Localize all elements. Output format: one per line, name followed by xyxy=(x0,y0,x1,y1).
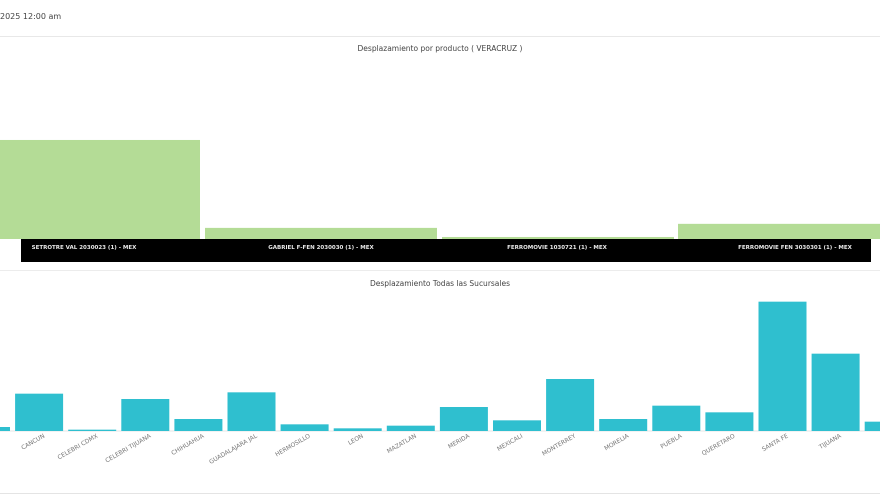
branch-bar xyxy=(121,399,170,431)
branch-tick-label: MERIDA xyxy=(447,432,472,450)
branch-tick-label: GUADALAJARA JAL xyxy=(208,432,259,465)
branches-chart-panel: Desplazamiento Todas las Sucursales CANC… xyxy=(0,270,880,494)
product-bar xyxy=(442,236,674,239)
branch-bar xyxy=(227,392,276,431)
branch-tick-label: CELEBRI TIJUANA xyxy=(104,432,153,464)
branch-bar xyxy=(386,425,435,431)
branch-tick-label: MONTERREY xyxy=(541,433,577,458)
branch-tick-label: MORELIA xyxy=(603,432,631,452)
branches-chart-title: Desplazamiento Todas las Sucursales xyxy=(369,279,511,288)
branch-bar xyxy=(811,353,860,431)
product-category-label: FERROMOVIE 1030721 (1) - MEX xyxy=(507,245,608,251)
product-label-band xyxy=(21,239,871,262)
product-chart-panel: Desplazamiento por producto ( VERACRUZ )… xyxy=(0,37,880,265)
branch-bar xyxy=(758,301,807,431)
branch-tick-label: CHIHUAHUA xyxy=(170,432,206,457)
branch-bar xyxy=(280,424,329,431)
product-bar xyxy=(205,227,437,239)
datetime-label: 2025 12:00 am xyxy=(0,12,62,21)
top-bar: 2025 12:00 am xyxy=(0,0,880,37)
product-bar xyxy=(678,223,880,239)
branch-bar xyxy=(68,429,117,431)
branch-tick-label: CELEBRI CDMX xyxy=(57,433,100,462)
branch-tick-label: LEON xyxy=(347,433,365,447)
branch-tick-label: QUERETARO xyxy=(701,433,737,458)
branch-bar xyxy=(439,407,488,431)
branch-bar xyxy=(174,419,223,431)
product-category-label: GABRIEL F-FEN 2030030 (1) - MEX xyxy=(268,245,374,251)
branches-bar-chart: CANCUN CELEBRI CDMX CELEBRI TIJUANA CHIHUAH… xyxy=(0,301,880,466)
branch-bar xyxy=(546,379,595,431)
product-chart-title: Desplazamiento por producto ( VERACRUZ ) xyxy=(357,44,523,53)
branch-tick-label: MAZATLAN xyxy=(386,433,418,455)
branch-bar xyxy=(493,420,541,431)
product-category-label: FERROMOVIE FEN 3030301 (1) - MEX xyxy=(738,245,853,251)
branch-bar xyxy=(864,421,880,431)
branch-bar xyxy=(333,428,382,431)
product-bar-chart: SETROTRE VAL 2030023 (1) - MEX GABRIEL F-… xyxy=(0,139,880,262)
branch-tick-label: CANCUN xyxy=(20,433,46,452)
branch-bar xyxy=(15,393,64,431)
product-bar xyxy=(0,139,200,239)
branch-tick-label: HERMOSILLO xyxy=(274,433,312,459)
branch-tick-label: PUEBLA xyxy=(659,432,684,450)
branch-tick-label: MEXICALI xyxy=(496,433,524,453)
branch-tick-label: TIJUANA xyxy=(817,432,843,451)
branch-tick-label: SANTA FE xyxy=(761,433,790,454)
branch-bar xyxy=(705,412,754,431)
branch-bar xyxy=(599,419,648,431)
branch-bar xyxy=(0,427,10,431)
branch-bar xyxy=(652,405,701,431)
product-category-label: SETROTRE VAL 2030023 (1) - MEX xyxy=(32,245,137,251)
